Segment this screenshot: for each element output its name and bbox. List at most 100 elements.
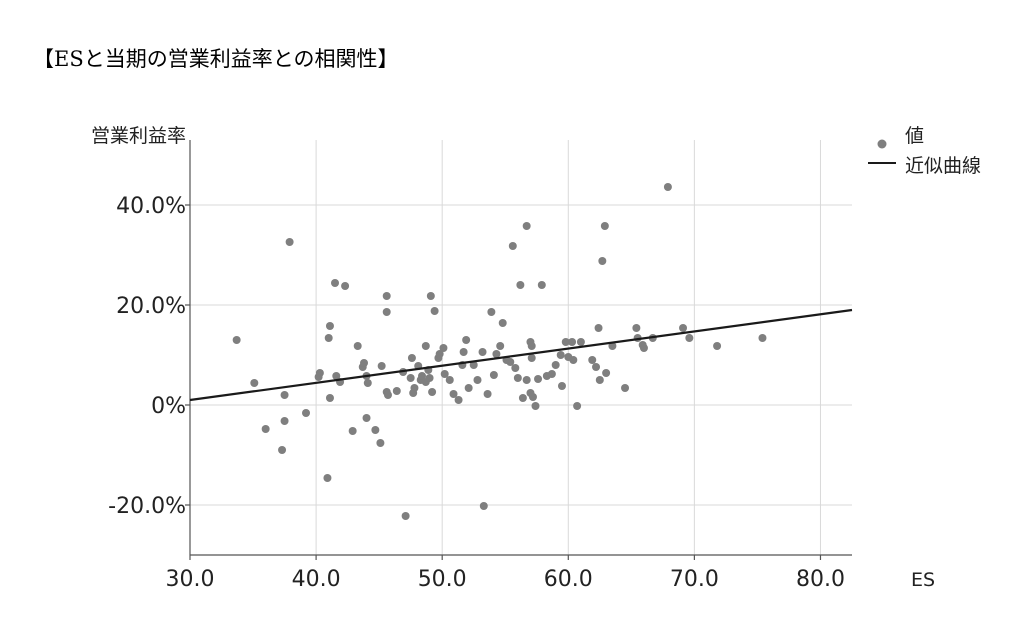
y-axis-label: 営業利益率: [91, 125, 186, 147]
data-point: [469, 361, 478, 369]
data-point: [492, 350, 501, 358]
data-point: [353, 342, 362, 350]
data-point: [325, 322, 334, 330]
data-point: [511, 364, 520, 372]
data-point: [454, 396, 463, 404]
data-point: [280, 417, 289, 425]
data-point: [498, 319, 507, 327]
data-point: [663, 183, 672, 191]
legend-label-points: 値: [905, 125, 924, 147]
axes: [185, 140, 852, 560]
data-point: [556, 351, 565, 359]
data-point: [489, 371, 498, 379]
data-point: [632, 324, 641, 332]
data-point: [600, 222, 609, 230]
x-tick-label: 50.0: [418, 567, 467, 592]
data-point: [362, 414, 371, 422]
data-point: [348, 427, 357, 435]
data-point: [513, 374, 522, 382]
data-point: [392, 387, 401, 395]
data-point: [331, 279, 340, 287]
y-tick-label: 40.0%: [116, 194, 186, 219]
data-point: [516, 281, 525, 289]
data-point: [449, 390, 458, 398]
data-point: [401, 512, 410, 520]
x-tick-label: 80.0: [796, 567, 845, 592]
trendline-group: [189, 308, 853, 402]
data-point: [639, 344, 648, 352]
data-point: [551, 361, 560, 369]
data-point: [561, 338, 570, 346]
data-point: [473, 376, 482, 384]
data-point: [440, 370, 449, 378]
data-point: [679, 324, 688, 332]
data-point: [445, 376, 454, 384]
data-point: [527, 342, 536, 350]
data-point: [325, 394, 334, 402]
data-point: [506, 358, 515, 366]
data-point: [261, 425, 270, 433]
data-point: [382, 308, 391, 316]
y-tick-label: -20.0%: [108, 494, 186, 519]
data-point: [588, 356, 597, 364]
data-point: [421, 342, 430, 350]
data-point: [483, 390, 492, 398]
data-point: [573, 402, 582, 410]
tick-labels: -20.0% 0% 20.0% 40.0% 30.0 40.0 50.0 60.0 70.0 80…: [108, 194, 845, 592]
data-point: [496, 342, 505, 350]
data-points: [232, 183, 767, 520]
data-point: [407, 354, 416, 362]
data-point: [232, 336, 241, 344]
data-point: [527, 354, 536, 362]
data-point: [713, 342, 722, 350]
data-point: [478, 348, 487, 356]
data-point: [557, 382, 566, 390]
data-point: [285, 238, 294, 246]
data-point: [324, 334, 333, 342]
trendline: [189, 308, 853, 402]
data-point: [528, 393, 537, 401]
data-point: [376, 439, 385, 447]
data-point: [594, 324, 603, 332]
data-point: [363, 379, 372, 387]
data-point: [315, 369, 324, 377]
data-point: [462, 336, 471, 344]
data-point: [383, 391, 392, 399]
data-point: [531, 402, 540, 410]
data-point: [425, 374, 434, 382]
data-point: [602, 369, 611, 377]
x-tick-label: 40.0: [292, 567, 341, 592]
data-point: [360, 359, 369, 367]
legend: 値 近似曲線: [868, 125, 981, 177]
data-point: [569, 356, 578, 364]
data-point: [508, 242, 517, 250]
x-tick-label: 30.0: [166, 567, 215, 592]
data-point: [418, 372, 427, 380]
data-point: [568, 338, 577, 346]
legend-label-trendline: 近似曲線: [905, 155, 981, 177]
data-point: [382, 292, 391, 300]
data-point: [428, 388, 437, 396]
chart-title: 【ESと当期の営業利益率との相関性】: [33, 47, 399, 71]
data-point: [430, 307, 439, 315]
data-point: [547, 370, 556, 378]
data-point: [487, 308, 496, 316]
data-point: [621, 384, 630, 392]
data-point: [439, 344, 448, 352]
data-point: [323, 474, 332, 482]
data-point: [464, 384, 473, 392]
data-point: [459, 348, 468, 356]
data-point: [758, 334, 767, 342]
data-point: [371, 426, 380, 434]
data-point: [598, 257, 607, 265]
data-point: [595, 376, 604, 384]
data-point: [685, 334, 694, 342]
data-point: [410, 384, 419, 392]
x-axis-label: ES: [911, 569, 935, 591]
data-point: [522, 222, 531, 230]
x-tick-label: 60.0: [544, 567, 593, 592]
x-tick-label: 70.0: [670, 567, 719, 592]
data-point: [278, 446, 287, 454]
y-tick-label: 0%: [151, 394, 186, 419]
